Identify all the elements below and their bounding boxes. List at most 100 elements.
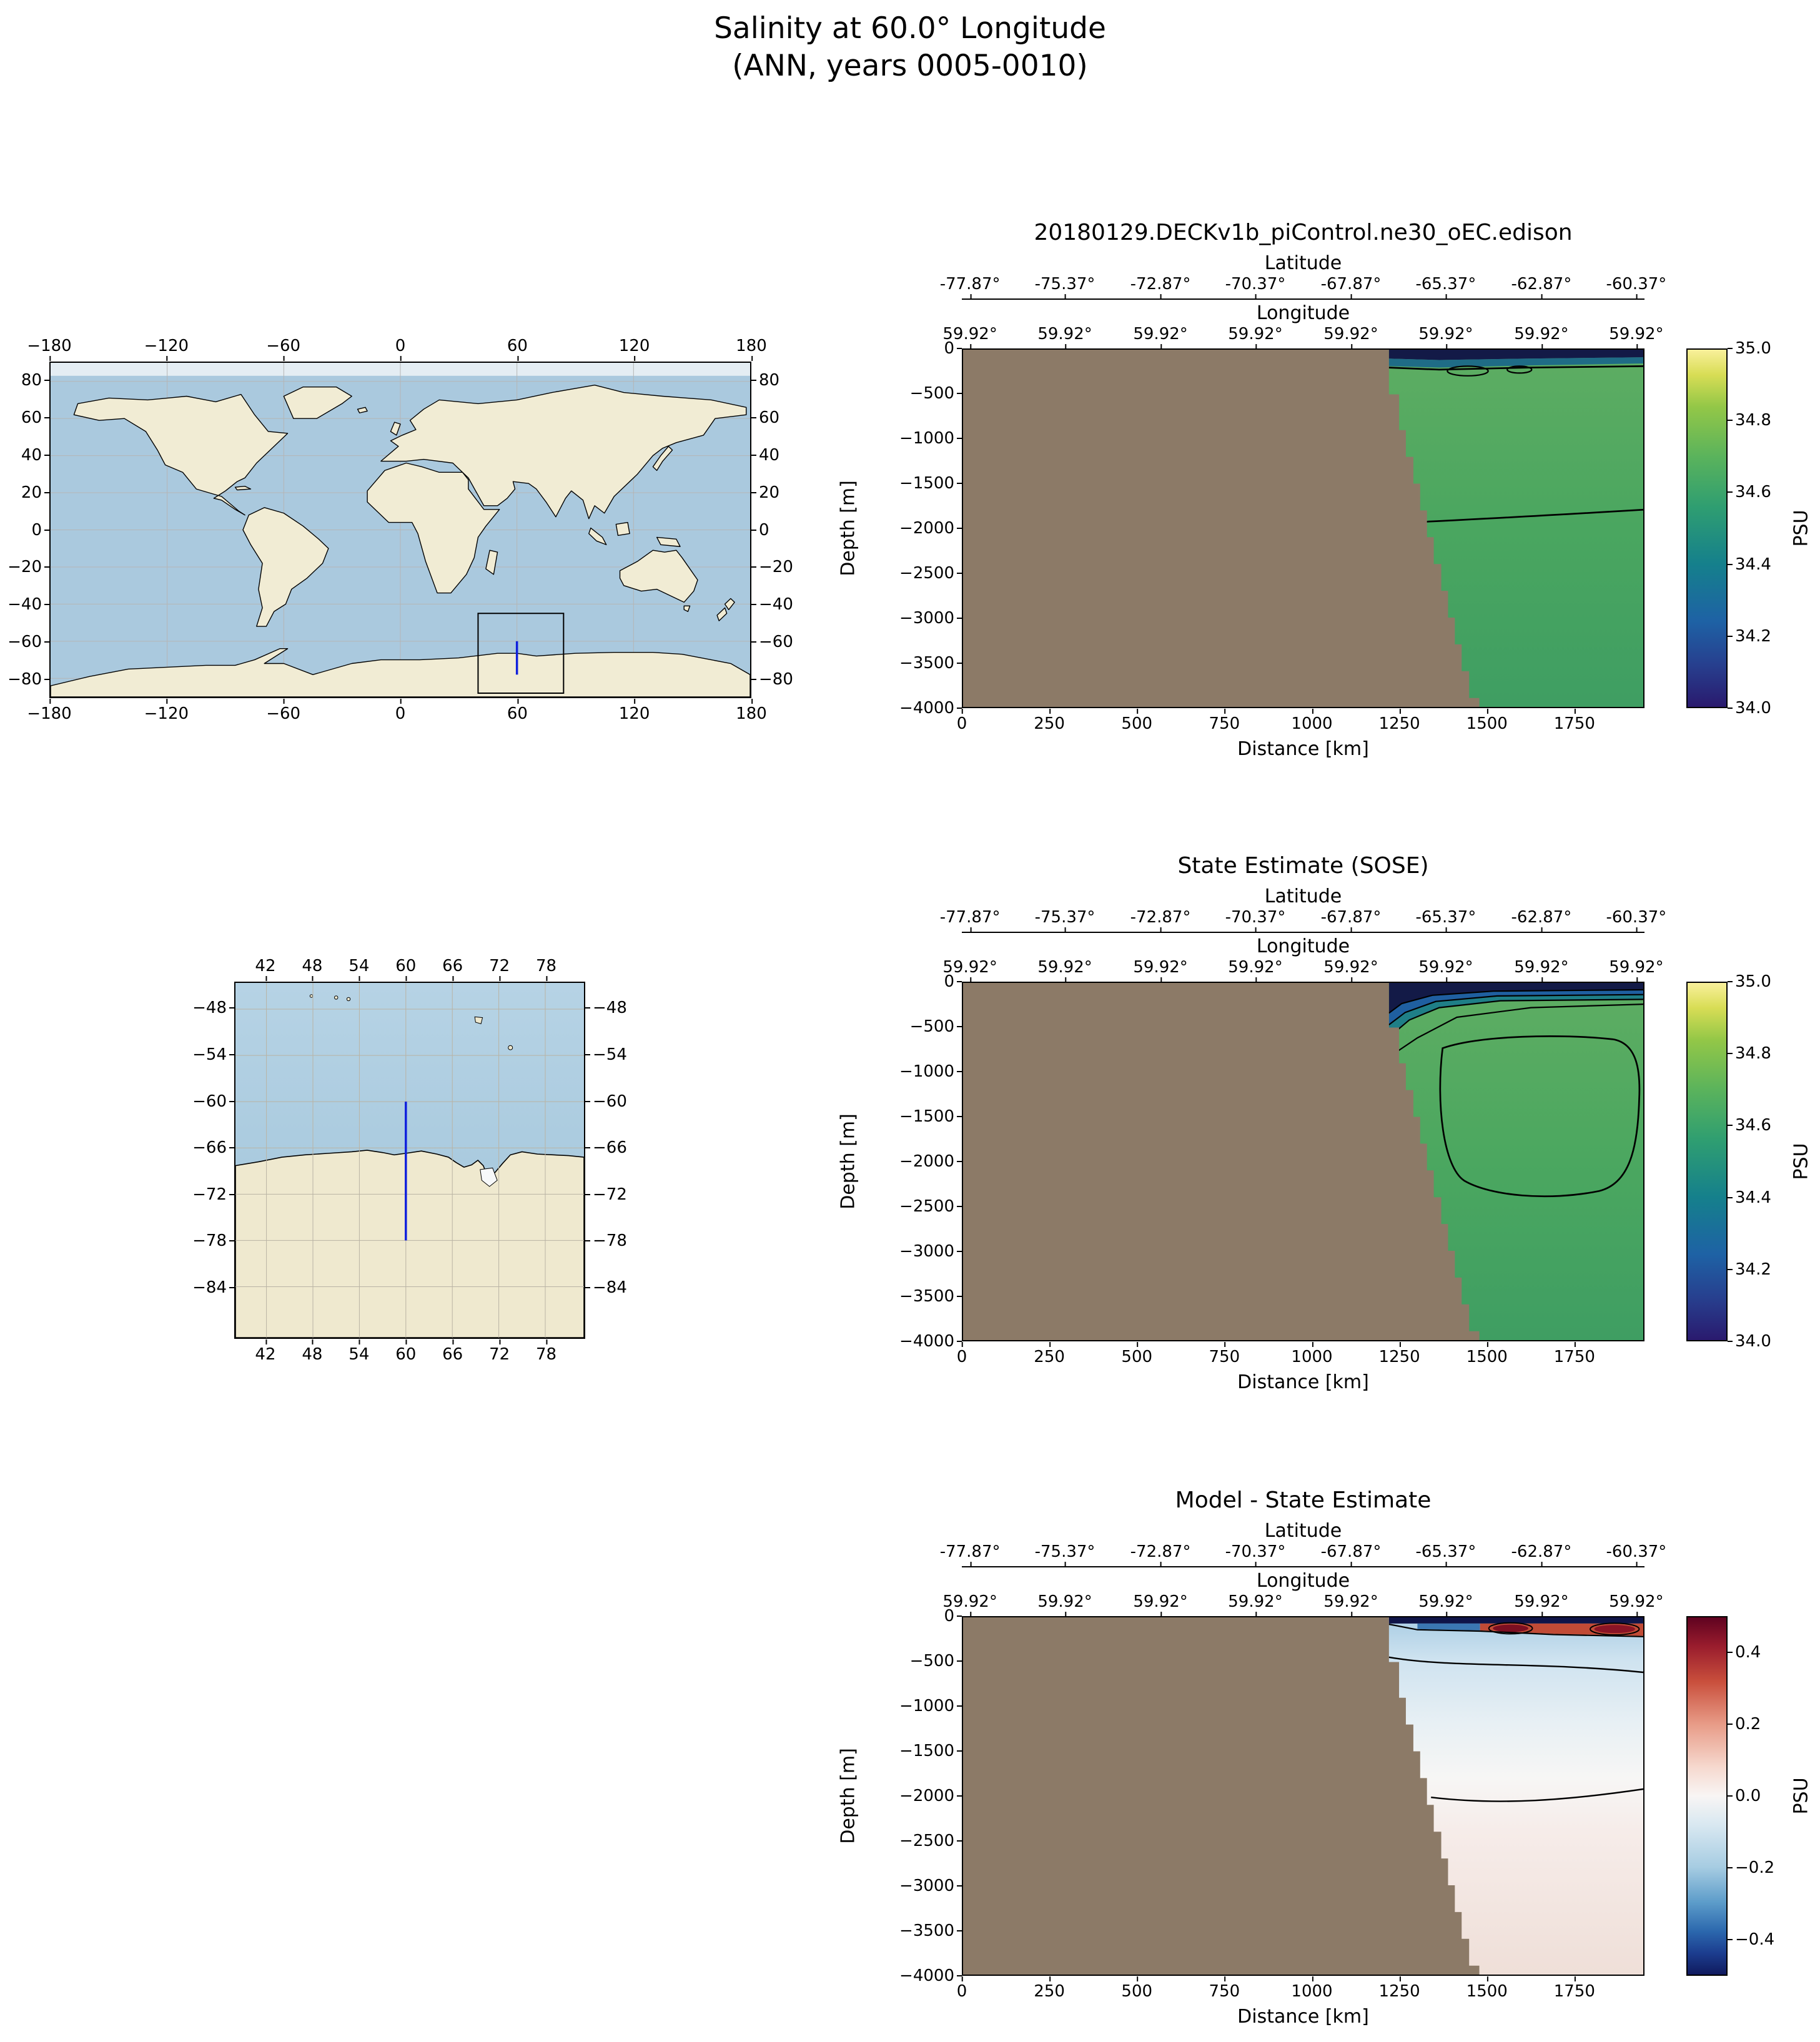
tick-label: −20 bbox=[7, 558, 49, 577]
tick-label: -62.87° bbox=[1511, 275, 1572, 299]
tick-label: -65.37° bbox=[1415, 275, 1476, 299]
africa bbox=[367, 463, 500, 593]
tick-label: −120 bbox=[144, 337, 189, 361]
tick-label: −60 bbox=[585, 1092, 627, 1111]
tick-label: 1000 bbox=[1291, 709, 1333, 733]
tick-label: 1250 bbox=[1378, 1976, 1420, 2001]
tick-label: 59.92° bbox=[1228, 325, 1283, 349]
tick-label: 40 bbox=[21, 445, 50, 465]
tick-label: −4000 bbox=[899, 1332, 962, 1351]
model-longitude-axis-label: Longitude bbox=[1256, 302, 1350, 324]
tick-label: −180 bbox=[27, 699, 72, 723]
tick-label: −3000 bbox=[899, 1242, 962, 1261]
model-colorbar bbox=[1686, 348, 1728, 708]
tick-label: −78 bbox=[585, 1231, 627, 1251]
tick-label: −2500 bbox=[899, 564, 962, 583]
contour-line bbox=[1388, 1004, 1643, 1058]
diff-colorbar-label: PSU bbox=[1790, 1777, 1813, 1815]
tick-label: 59.92° bbox=[1323, 325, 1378, 349]
diff-latitude-tick-labels: -77.87° -75.37° -72.87° -70.37° -67.87° -65.3… bbox=[940, 1542, 1666, 1567]
model-section-plot bbox=[962, 348, 1644, 708]
diff-colorbar bbox=[1686, 1616, 1728, 1976]
antarctica bbox=[51, 649, 750, 697]
tick-label: −120 bbox=[144, 699, 189, 723]
zero-contour bbox=[1431, 1788, 1643, 1802]
sose-longitude-axis-label: Longitude bbox=[1256, 935, 1350, 957]
regional-map-left-lat-ticks: −48 −54 −60 −66 −72 −78 −84 bbox=[185, 982, 234, 1339]
tick-label: 1750 bbox=[1553, 1976, 1595, 2001]
new-zealand-north bbox=[725, 598, 735, 609]
tick-label: 1750 bbox=[1553, 709, 1595, 733]
tick-label: 59.92° bbox=[1609, 325, 1664, 349]
tick-label: 60 bbox=[507, 337, 528, 361]
cuba bbox=[235, 486, 251, 490]
diff-distance-axis-label: Distance [km] bbox=[1237, 2006, 1369, 2028]
sose-section-svg bbox=[963, 983, 1643, 1340]
continents bbox=[51, 385, 750, 697]
contour-loop bbox=[1506, 365, 1533, 374]
tick-label: 60 bbox=[21, 408, 50, 427]
positive-anomaly-blob bbox=[1493, 1624, 1528, 1632]
sose-section-plot bbox=[962, 982, 1644, 1341]
tick-label: −54 bbox=[192, 1045, 234, 1064]
sose-colorbar-tick-labels: 35.0 34.8 34.6 34.4 34.2 34.0 bbox=[1728, 972, 1804, 1351]
model-colorbar-label: PSU bbox=[1790, 510, 1813, 547]
tick-label: -65.37° bbox=[1415, 1542, 1476, 1567]
tick-label: 0 bbox=[944, 972, 962, 991]
tick-label: -77.87° bbox=[939, 275, 1001, 299]
tick-label: -75.37° bbox=[1034, 1542, 1095, 1567]
tick-label: 59.92° bbox=[1037, 1592, 1092, 1617]
regional-map-right-lat-ticks: −48 −54 −60 −66 −72 −78 −84 bbox=[585, 982, 643, 1339]
tick-label: 59.92° bbox=[1133, 325, 1188, 349]
tick-label: −40 bbox=[7, 595, 49, 614]
tick-label: −84 bbox=[585, 1278, 627, 1297]
tick-label: 59.92° bbox=[1418, 958, 1473, 982]
tick-label: 72 bbox=[489, 1339, 510, 1364]
tick-label: 0 bbox=[944, 1607, 962, 1625]
tick-label: 59.92° bbox=[1514, 958, 1569, 982]
tick-label: −72 bbox=[585, 1185, 627, 1204]
tick-label: −72 bbox=[192, 1185, 234, 1204]
tick-label: −78 bbox=[192, 1231, 234, 1251]
tick-label: −80 bbox=[7, 670, 49, 689]
tick-label: 500 bbox=[1121, 1342, 1153, 1366]
tick-label: 54 bbox=[349, 957, 370, 981]
tick-label: −3500 bbox=[899, 1287, 962, 1306]
tick-label: 750 bbox=[1209, 709, 1240, 733]
halocline-band-blue bbox=[1388, 990, 1643, 1025]
tick-label: 72 bbox=[489, 957, 510, 981]
tick-label: -70.37° bbox=[1225, 1542, 1286, 1567]
regional-map-svg bbox=[235, 983, 584, 1338]
upper-contour bbox=[1388, 1656, 1643, 1674]
regional-map-top-lon-ticks: 42 48 54 60 66 72 78 bbox=[234, 955, 585, 981]
tick-label: −180 bbox=[27, 337, 72, 361]
tick-label: −0.2 bbox=[1727, 1858, 1775, 1878]
kerguelen-island bbox=[475, 1017, 482, 1023]
surface-fresh-band bbox=[1388, 350, 1643, 360]
japan bbox=[653, 446, 672, 471]
regional-map bbox=[234, 982, 585, 1339]
south-america bbox=[243, 508, 329, 626]
deep-contour bbox=[1402, 508, 1643, 524]
tick-label: 60 bbox=[395, 957, 417, 981]
tick-label: 59.92° bbox=[1514, 325, 1569, 349]
tick-label: 42 bbox=[255, 957, 276, 981]
tick-label: −48 bbox=[585, 999, 627, 1018]
world-map-svg bbox=[51, 363, 750, 697]
small-island bbox=[310, 995, 312, 997]
tick-label: 54 bbox=[349, 1339, 370, 1364]
diff-latitude-axis-label: Latitude bbox=[1264, 1520, 1342, 1542]
tick-label: −4000 bbox=[899, 699, 962, 718]
world-map-left-lat-ticks: 80 60 40 20 0 −20 −40 −60 −80 bbox=[0, 362, 50, 698]
tick-label: −80 bbox=[751, 670, 793, 689]
new-guinea bbox=[657, 537, 680, 546]
tick-label: 66 bbox=[442, 1339, 463, 1364]
sose-colorbar-label: PSU bbox=[1790, 1143, 1813, 1180]
tick-label: −60 bbox=[266, 699, 301, 723]
sose-section-title: State Estimate (SOSE) bbox=[1177, 853, 1429, 879]
antarctic-coast bbox=[235, 1150, 584, 1338]
world-map-right-lat-ticks: 80 60 40 20 0 −20 −40 −60 −80 bbox=[751, 362, 809, 698]
sumatra bbox=[589, 528, 606, 545]
tick-label: −66 bbox=[585, 1138, 627, 1158]
tick-label: 250 bbox=[1034, 709, 1065, 733]
